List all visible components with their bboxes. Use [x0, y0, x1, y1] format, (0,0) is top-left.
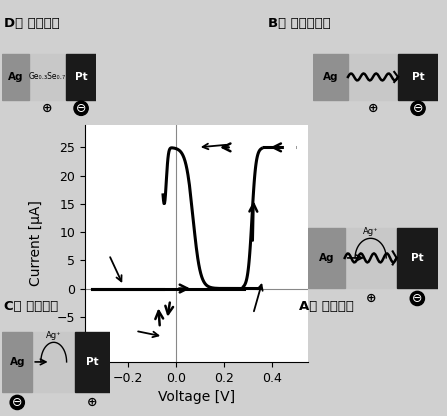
Bar	[2, 54, 29, 100]
Text: Pt: Pt	[75, 72, 88, 82]
Text: D） 关断状态: D） 关断状态	[4, 17, 60, 30]
Text: Ag: Ag	[319, 253, 334, 263]
Bar	[32, 332, 75, 392]
Bar	[66, 54, 96, 100]
Text: ⊖: ⊖	[76, 102, 86, 115]
Text: Pt: Pt	[86, 357, 99, 367]
Text: Ag⁺: Ag⁺	[46, 331, 62, 340]
Text: Pt: Pt	[412, 72, 424, 82]
Bar	[396, 228, 438, 288]
Text: ⊖: ⊖	[12, 396, 22, 409]
Text: A） 置位过程: A） 置位过程	[299, 300, 354, 313]
Text: Ag⁺: Ag⁺	[363, 227, 379, 236]
Y-axis label: Current [μA]: Current [μA]	[29, 201, 43, 286]
Bar	[348, 54, 398, 100]
Bar	[29, 54, 66, 100]
Bar	[2, 332, 32, 392]
Text: C） 复位过程: C） 复位过程	[4, 300, 59, 313]
Bar	[398, 54, 438, 100]
Text: Ag: Ag	[8, 72, 23, 82]
Text: Pt: Pt	[411, 253, 424, 263]
Text: B） 开启状态！: B） 开启状态！	[268, 17, 331, 30]
Text: ⊕: ⊕	[365, 292, 376, 305]
Text: ⊕: ⊕	[87, 396, 97, 409]
Bar	[308, 228, 345, 288]
Text: Ge₀.₃Se₀.₇: Ge₀.₃Se₀.₇	[29, 72, 66, 82]
Text: ⊖: ⊖	[412, 292, 422, 305]
Text: ⊕: ⊕	[368, 102, 378, 115]
Text: Ag: Ag	[9, 357, 25, 367]
Bar	[313, 54, 348, 100]
Text: Ag: Ag	[323, 72, 338, 82]
Text: ⊕: ⊕	[42, 102, 53, 115]
X-axis label: Voltage [V]: Voltage [V]	[158, 390, 235, 404]
Bar	[75, 332, 110, 392]
Text: ⊖: ⊖	[413, 102, 423, 115]
Bar	[345, 228, 396, 288]
